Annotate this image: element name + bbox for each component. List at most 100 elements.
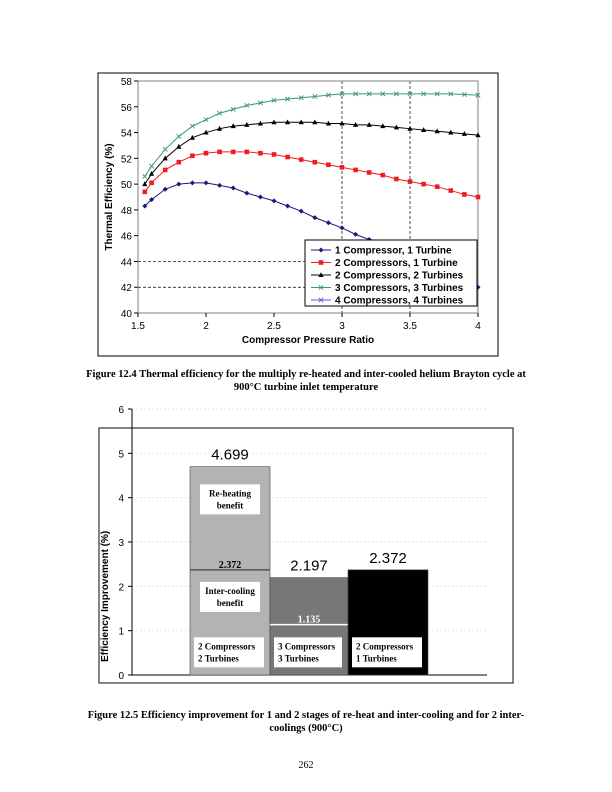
data-point (448, 188, 454, 193)
data-point (149, 163, 155, 169)
data-point (407, 125, 413, 131)
data-point (217, 149, 222, 155)
data-point (162, 146, 168, 152)
data-point (407, 91, 413, 97)
y-tick-label: 44 (121, 257, 133, 268)
data-point (461, 92, 467, 98)
series-line (144, 121, 479, 185)
data-point (475, 132, 481, 138)
data-point (271, 97, 277, 103)
data-point (285, 96, 291, 102)
re-heating-note: Re-heating (209, 488, 251, 498)
data-point (149, 171, 155, 176)
data-point (162, 155, 168, 161)
x-tick-label: 3 (339, 321, 345, 332)
data-point (162, 186, 168, 192)
data-point (325, 120, 331, 126)
data-point (142, 189, 148, 195)
bar-category: 2 Turbines (198, 653, 239, 663)
data-point (257, 100, 263, 106)
data-point (448, 91, 454, 97)
data-point (203, 117, 209, 123)
data-point (312, 215, 318, 221)
split-label: 2.372 (219, 560, 242, 571)
data-point (217, 125, 223, 131)
data-point (149, 197, 155, 203)
series-2 (142, 149, 481, 200)
data-point (203, 129, 209, 135)
data-point (380, 91, 386, 97)
series-line (144, 151, 479, 198)
bar-category-box (274, 637, 342, 668)
chart-frame (98, 427, 514, 684)
x-tick-label: 4 (475, 321, 481, 332)
efficiency-improvement-chart: 0 1 2 3 4 5 6 Efficiency Improvement (%) 4.699 2.… (98, 405, 514, 684)
y-axis-label: Efficiency Improvement (%) (100, 531, 111, 662)
bar-category: 3 Compressors (278, 641, 336, 651)
data-point (176, 159, 182, 165)
thermal-efficiency-chart: 40 42 44 46 48 50 52 54 56 58 1.5 2 2.5 3 3.5 4 Compress… (97, 72, 499, 357)
data-point (366, 122, 372, 127)
legend-label: 1 Compressor, 1 Turbine (335, 246, 452, 257)
data-point (298, 157, 304, 162)
y-tick-label: 54 (121, 129, 133, 140)
bar-2: 2.197 1.135 3 Compressors 3 Turbines (269, 558, 349, 676)
data-point (353, 231, 359, 237)
data-point (189, 134, 195, 140)
page-number: 262 (298, 760, 314, 771)
data-point (244, 190, 250, 196)
inter-cooling-note-box (200, 581, 260, 612)
data-point (339, 91, 345, 97)
data-point (142, 203, 148, 209)
data-point (190, 153, 195, 159)
data-point (393, 91, 399, 97)
legend-label: 3 Compressors, 3 Turbines (335, 283, 464, 294)
series-4 (142, 91, 481, 179)
y-tick-label: 6 (118, 405, 124, 416)
bar-total-label: 2.197 (290, 558, 328, 575)
data-point (285, 154, 290, 160)
data-point (325, 220, 331, 226)
data-point (176, 143, 182, 149)
y-tick-label: 56 (121, 103, 133, 114)
bar-category: 2 Compressors (198, 641, 256, 651)
bar-category: 3 Turbines (278, 653, 319, 663)
figure-12-4-caption: Figure 12.4 Thermal efficiency for the m… (86, 369, 526, 393)
data-point (217, 110, 223, 116)
data-point (448, 129, 454, 135)
data-point (257, 120, 263, 126)
data-point (203, 150, 209, 156)
split-label: 1.135 (298, 615, 321, 626)
data-point (285, 119, 291, 125)
data-point (326, 162, 331, 168)
data-point (312, 159, 318, 165)
data-point (217, 182, 223, 188)
legend-marker (318, 272, 324, 277)
data-point (298, 95, 304, 101)
y-tick-label: 3 (118, 538, 124, 549)
legend-marker (318, 297, 324, 303)
re-heating-note-box (200, 484, 260, 515)
y-tick-label: 0 (118, 671, 124, 682)
legend-marker (318, 247, 324, 253)
y-tick-label: 40 (121, 309, 133, 320)
bar-1: 4.699 2.372 Re-heating benefit Inter-cooling… (189, 447, 271, 676)
data-point (230, 185, 236, 191)
data-point (298, 208, 304, 214)
inter-cooling-note: benefit (217, 598, 244, 608)
data-point (434, 184, 440, 189)
y-tick-label: 52 (121, 154, 133, 165)
figure-12-5-caption: Figure 12.5 Efficiency improvement for 1… (87, 710, 525, 734)
data-point (380, 123, 386, 129)
data-point (271, 152, 277, 157)
legend-label: 4 Compressors, 4 Turbines (335, 296, 464, 307)
y-tick-label: 1 (118, 627, 124, 638)
data-point (393, 124, 399, 130)
data-point (434, 91, 440, 97)
y-tick-label: 50 (121, 180, 133, 191)
data-point (421, 91, 427, 97)
data-point (366, 91, 372, 97)
x-tick-label: 3.5 (403, 321, 417, 332)
y-axis-label: Thermal Efficiency (%) (104, 143, 115, 250)
